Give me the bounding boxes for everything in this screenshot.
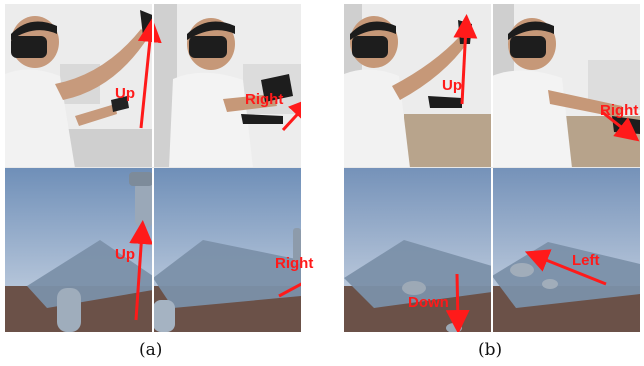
photo-scene [344,4,492,168]
arrow-up [453,14,478,105]
vr-render-scene [492,168,640,332]
arrow-right [601,110,640,142]
arrow-label: Right [245,91,284,108]
arrow-label: Left [572,252,600,269]
arrow-label: Down [408,294,449,311]
arrow-label: Right [275,255,314,272]
arrow-up [129,220,154,321]
photo-panel-b-up [344,4,492,168]
arrow-label: Right [600,102,639,119]
arrow-label: Up [115,246,135,263]
render-panel-b-left [492,168,640,332]
panel-divider [152,4,154,332]
panel-divider [491,4,493,332]
photo-panel-b-right [492,4,640,168]
caption-a: (a) [139,340,163,360]
figure-part-a: Up Right Up Right [5,4,313,332]
vr-render-scene [5,168,153,332]
annotation-arrows [129,18,301,321]
figure-part-b: Up Right Down Left [344,4,640,332]
render-panel-a-up [5,168,153,332]
arrow-label: Up [115,85,135,102]
arrow-right [278,282,301,298]
photo-panel-a-up [5,4,153,168]
annotation-arrows [445,14,640,332]
render-panel-a-right [153,168,301,332]
vr-render-scene [153,168,301,332]
arrow-down [445,273,470,332]
arrow-left [524,249,607,286]
arrow-right [281,97,301,132]
photo-scene [492,4,640,168]
arrow-label: Up [442,77,462,94]
panel-divider [344,167,640,168]
panel-divider [5,167,301,168]
caption-b: (b) [478,340,503,360]
photo-scene [5,4,153,168]
arrow-up [137,18,162,129]
